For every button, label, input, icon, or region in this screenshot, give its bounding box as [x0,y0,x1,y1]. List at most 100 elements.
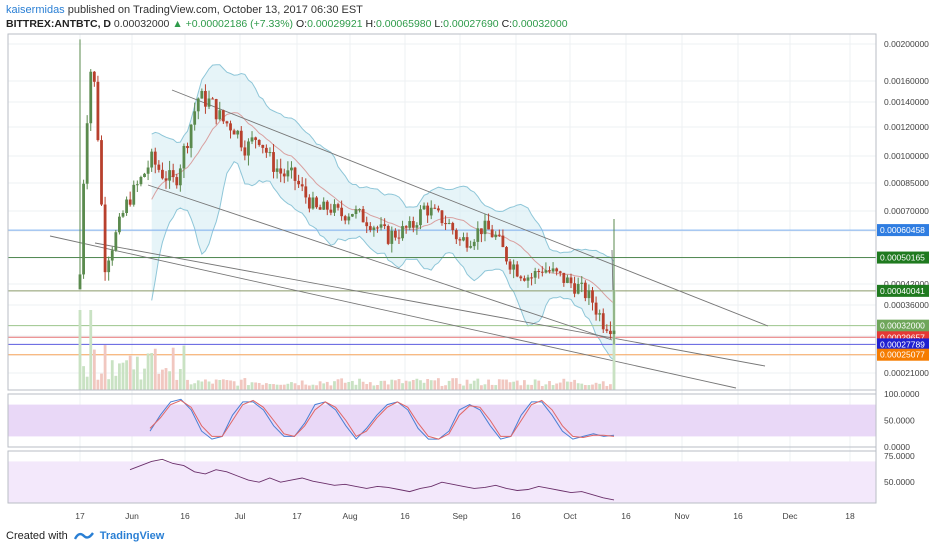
candle-body [411,221,415,228]
volume-bar [225,380,229,390]
candle-body [494,234,498,238]
volume-bar [408,381,412,390]
volume-bar [479,385,483,390]
trendlines[interactable] [49,89,769,389]
price-tag-label: 0.00060458 [880,225,925,235]
volume-bar [282,384,286,390]
price-tag-box [877,224,929,237]
footer: Created with TradingView [6,530,164,542]
volume-bar [257,382,261,390]
volume-bar [333,381,336,390]
time-axis[interactable]: 17 Jun 16 Jul 17 Aug 16 Sep 16 Oct 16 Nov 16 Dec 18 [75,511,855,521]
price-tag-box [877,338,929,351]
candle-body [92,71,96,82]
volume-bar [390,379,394,390]
candle-body [143,173,146,177]
volume-bar [329,385,333,390]
published-text: published on TradingView.com, October 13… [67,4,363,16]
candle-body [469,246,473,248]
candle-body [186,145,189,149]
candle-body [325,201,329,210]
candle-body [497,234,501,236]
candle-body [153,151,157,165]
candle-body [605,329,609,331]
candle-body [583,282,587,299]
volume-bar [85,376,89,390]
volume-bar [361,381,365,390]
candle-body [444,223,447,225]
change-text: ▲ +0.00002186 (+7.33%) [172,18,294,30]
candle-body [404,226,408,228]
volume-bar [204,379,207,390]
volume-bar [569,381,573,390]
candle-body [264,147,268,153]
volume-bar [458,383,462,390]
volume-bar [393,380,397,390]
candle-body [422,205,426,210]
candle-body [512,264,516,270]
volume-bar [297,385,301,390]
candle-body [566,277,569,283]
volume-bar [336,379,340,390]
volume-bar [519,385,523,390]
price-tag-label: 0.00032000 [880,321,925,331]
volume-bar [523,380,526,390]
candle-body [365,222,369,227]
volume-bar [487,379,490,390]
trendline-0 [171,89,769,327]
x-tick-label: 18 [845,511,855,521]
x-tick-label: 16 [733,511,743,521]
rsi-series-0 [129,458,615,501]
candle-body [436,208,440,211]
volume-bar [178,368,182,390]
candle-body [89,71,93,124]
volume-bar [583,385,587,390]
candle-body [576,283,580,294]
volume-bar [311,384,315,390]
volume-bar [469,383,473,390]
volume-bar [143,368,146,390]
candle-body [440,210,444,224]
candle-body [239,130,243,148]
volume-bar [114,375,118,390]
volume-bar [530,384,533,390]
candle-body [551,268,555,272]
candle-body [433,207,437,209]
candle-body [304,186,308,198]
candle-body [161,169,164,179]
volume-bar [526,384,530,390]
candle-body [150,151,154,168]
candle-body [587,290,591,299]
x-tick-label: 16 [400,511,410,521]
low-value: 0.00027690 [443,18,499,30]
volume-bar [128,355,132,390]
volume-bar [497,379,501,390]
volume-bar [508,382,512,390]
volume-bar [175,379,179,390]
close-value: 0.00032000 [512,18,568,30]
candle-body [311,197,315,209]
candle-body [297,180,301,185]
volume-bar [171,347,175,390]
candle-body [558,271,562,273]
candle-body [393,230,397,238]
volume-bar [537,380,541,390]
volume-bar [415,378,419,390]
candle-body [408,221,412,228]
volume-bar [161,369,164,390]
volume-bar [383,380,387,390]
candle-body [447,222,451,224]
volume-bar [247,385,250,390]
volume-bar [139,379,143,390]
candle-body [562,272,566,283]
volume-bar [422,382,426,390]
candle-body [182,145,186,169]
volume-bar [358,378,361,390]
candle-body [343,216,347,221]
tradingview-brand[interactable]: TradingView [99,530,165,542]
candle-body [300,184,304,187]
author-link[interactable]: kaisermidas [6,4,65,16]
volume-bar [429,380,433,390]
symbol-label[interactable]: BITTREX:ANTBTC, D [6,18,111,30]
